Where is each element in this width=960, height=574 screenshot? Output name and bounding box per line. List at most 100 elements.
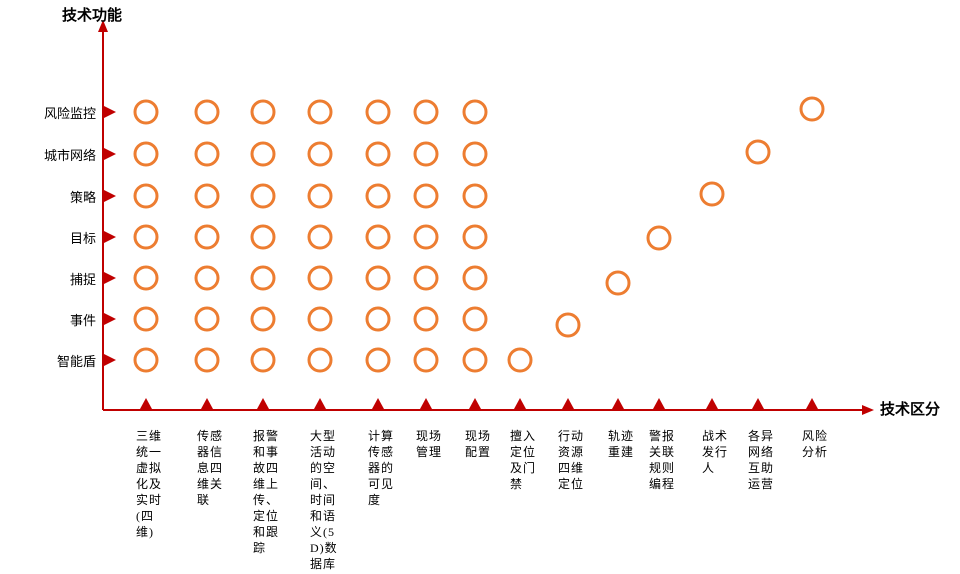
marker-circle [194,306,220,332]
column-label: 大型活动的空间、时间和语义(5D)数据库 [310,429,338,571]
marker-circle [250,141,276,167]
marker-circle [307,141,333,167]
marker-circle [555,312,581,338]
marker-circle [745,139,771,165]
row-label: 策略 [69,190,96,205]
column-pointer [514,398,526,409]
marker-circle [194,224,220,250]
marker-circle [462,224,488,250]
marker-circle [413,224,439,250]
marker-circle [133,347,159,373]
marker-circle [507,347,533,373]
column-pointer [257,398,269,409]
marker-circle [250,265,276,291]
marker-circle [365,99,391,125]
column-pointer [612,398,624,409]
column-pointer [752,398,764,409]
column-label: 各异网络互助运营 [748,429,775,491]
x-axis-arrow [862,405,874,415]
row-label: 城市网络 [43,148,96,163]
marker-circle [462,99,488,125]
marker-circle [365,141,391,167]
row-pointer [104,231,116,243]
marker-circle [462,306,488,332]
marker-circle [365,183,391,209]
row-pointer [104,106,116,118]
marker-circle [413,347,439,373]
column-label: 风险分析 [802,429,829,459]
row-label: 目标 [69,231,96,246]
marker-circle [194,183,220,209]
marker-circle [365,265,391,291]
column-label: 战术发行人 [702,429,729,475]
column-pointer [562,398,574,409]
column-label: 轨迹重建 [608,429,635,459]
marker-circle [413,265,439,291]
column-label: 行动资源四维定位 [558,429,585,491]
marker-circle [605,270,631,296]
marker-circle [250,347,276,373]
row-pointer [104,190,116,202]
marker-circle [462,183,488,209]
marker-circle [194,265,220,291]
marker-circle [250,306,276,332]
column-label: 计算传感器的可见度 [368,429,395,507]
y-axis-title: 技术功能 [62,8,123,24]
column-label: 传感器信息四维关联 [197,429,224,507]
row-label: 事件 [69,313,96,328]
row-pointer [104,272,116,284]
marker-circle [307,183,333,209]
marker-circle [365,306,391,332]
marker-circle [307,224,333,250]
column-label: 现场配置 [465,429,492,459]
marker-circle [462,347,488,373]
x-axis-title: 技术区分 [880,402,941,418]
marker-circle [462,141,488,167]
marker-circle [307,306,333,332]
column-label: 报警和事故四维上传、定位和跟踪 [253,429,280,555]
column-pointer [706,398,718,409]
marker-circle [413,141,439,167]
marker-circle [133,306,159,332]
row-label: 捕捉 [69,272,96,287]
row-label: 风险监控 [43,106,96,121]
y-axis-arrow [98,20,108,32]
marker-circle [250,224,276,250]
column-pointer [653,398,665,409]
marker-circle [194,347,220,373]
marker-circle [133,183,159,209]
marker-circle [307,265,333,291]
marker-circle [365,347,391,373]
marker-circle [307,99,333,125]
marker-circle [133,224,159,250]
column-pointer [372,398,384,409]
marker-circle [250,99,276,125]
marker-circle [307,347,333,373]
column-pointer [201,398,213,409]
column-label: 警报关联规则编程 [649,429,676,491]
row-label: 智能盾 [56,354,96,369]
column-label: 三维统一虚拟化及实时(四维) [136,429,163,539]
marker-circle [413,306,439,332]
marker-circle [365,224,391,250]
column-label: 现场管理 [416,429,443,459]
marker-circle [799,96,825,122]
row-pointer [104,354,116,366]
row-pointer [104,148,116,160]
marker-circle [133,265,159,291]
marker-circle [194,141,220,167]
marker-circle [250,183,276,209]
column-pointer [420,398,432,409]
row-pointer [104,313,116,325]
column-pointer [469,398,481,409]
marker-circle [462,265,488,291]
column-pointer [140,398,152,409]
marker-circle [133,99,159,125]
column-pointer [806,398,818,409]
marker-circle [413,99,439,125]
marker-circle [133,141,159,167]
column-pointer [314,398,326,409]
marker-circle [646,225,672,251]
